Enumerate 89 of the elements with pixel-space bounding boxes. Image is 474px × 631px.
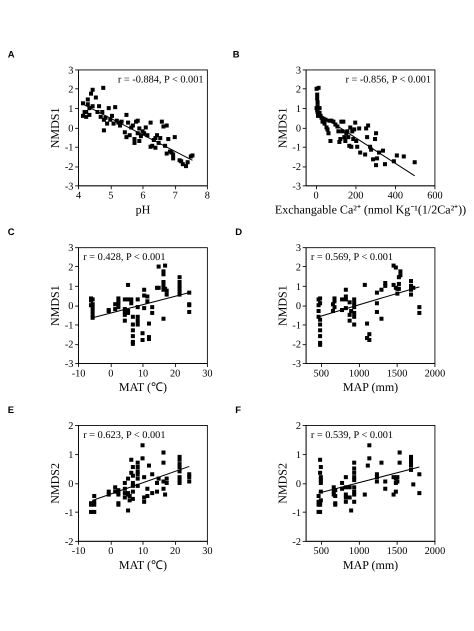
- x-tick-label: 20: [170, 368, 180, 380]
- y-tick-label: 1: [296, 450, 301, 461]
- y-axis-title: NMDS1: [48, 285, 62, 326]
- x-tick-label: 1000: [348, 368, 370, 380]
- x-tick-label: 200: [348, 190, 364, 202]
- y-tick-label: -1: [64, 142, 74, 154]
- y-tick-label: 3: [296, 65, 301, 76]
- x-tick-label: -10: [72, 546, 86, 558]
- y-tick-label: 1: [68, 282, 74, 293]
- y-tick-label: 3: [296, 243, 301, 254]
- x-axis-title: Exchangable Ca²⁺ (nmol Kg⁻¹(1/2Ca²⁺)): [274, 202, 466, 216]
- y-tick-label: 0: [296, 123, 301, 134]
- y-tick-label: -3: [292, 181, 301, 192]
- y-tick-label: 0: [296, 301, 301, 312]
- y-tick-label: -2: [64, 340, 74, 351]
- y-tick-label: 0: [68, 301, 74, 312]
- x-tick-label: 6: [140, 190, 146, 202]
- annotation: r = 0.428, P < 0.001: [83, 252, 166, 264]
- y-tick-label: 3: [68, 243, 74, 254]
- x-tick-label: 2000: [424, 368, 446, 380]
- y-tick-label: 3: [68, 65, 74, 76]
- annotation: r = -0.884, P < 0.001: [118, 74, 204, 86]
- y-tick-label: 1: [68, 450, 74, 461]
- y-tick-label: -3: [64, 181, 74, 192]
- y-tick-label: 0: [68, 478, 74, 490]
- y-axis-title: NMDS2: [275, 463, 290, 504]
- y-tick-label: 2: [296, 84, 301, 96]
- y-tick-label: 2: [296, 420, 301, 432]
- chart-title: E: [8, 404, 14, 416]
- y-tick-label: -2: [64, 162, 74, 173]
- x-tick-label: 500: [314, 368, 330, 380]
- y-tick-label: 0: [68, 123, 74, 134]
- x-axis-title: MAT (℃): [118, 380, 168, 394]
- y-tick-label: -2: [292, 162, 301, 173]
- chart-title: A: [8, 49, 15, 60]
- x-axis-title: MAP (mm): [342, 558, 398, 572]
- x-tick-label: 10: [138, 368, 148, 380]
- x-tick-label: 500: [314, 546, 330, 558]
- y-tick-label: -2: [64, 536, 74, 548]
- y-tick-label: -3: [292, 359, 301, 370]
- x-tick-label: 5: [108, 190, 114, 202]
- y-tick-label: 2: [68, 84, 74, 96]
- y-tick-label: 1: [296, 282, 301, 293]
- x-tick-label: 600: [427, 190, 443, 202]
- y-tick-label: 1: [68, 104, 74, 115]
- x-axis-title: MAP (mm): [342, 380, 398, 394]
- x-tick-label: 1500: [386, 368, 408, 380]
- x-tick-label: 4: [76, 190, 82, 202]
- chart-title: B: [232, 49, 240, 60]
- x-tick-label: 2000: [424, 546, 446, 558]
- y-axis-title: NMDS2: [48, 463, 62, 504]
- y-tick-label: 2: [296, 262, 301, 274]
- x-tick-label: 30: [202, 368, 213, 380]
- annotation: r = 0.539, P < 0.001: [310, 430, 394, 441]
- y-tick-label: -1: [292, 508, 301, 519]
- x-axis-title: MAT (℃): [118, 558, 168, 572]
- annotation: r = -0.856, P < 0.001: [345, 74, 432, 86]
- x-tick-label: 0: [108, 368, 114, 380]
- y-tick-label: -2: [292, 536, 301, 548]
- y-tick-label: -1: [64, 508, 74, 519]
- y-tick-label: 1: [296, 104, 301, 115]
- x-tick-label: -10: [72, 368, 86, 380]
- y-tick-label: 2: [68, 262, 74, 274]
- x-tick-label: 30: [202, 546, 213, 558]
- x-tick-label: 400: [388, 190, 404, 202]
- annotation: r = 0.623, P < 0.001: [83, 430, 166, 441]
- x-tick-label: 8: [204, 190, 210, 202]
- y-axis-title: NMDS1: [275, 285, 290, 326]
- x-tick-label: 0: [313, 190, 319, 202]
- x-tick-label: 20: [170, 546, 180, 558]
- x-tick-label: 10: [138, 546, 148, 558]
- chart-title: F: [235, 404, 242, 416]
- y-tick-label: -1: [292, 142, 301, 154]
- x-axis-title: pH: [136, 202, 151, 216]
- x-tick-label: 1000: [348, 546, 370, 558]
- y-axis-title: NMDS1: [48, 108, 62, 148]
- chart-title: C: [8, 227, 15, 238]
- y-tick-label: -1: [292, 320, 301, 332]
- y-tick-label: -2: [292, 340, 301, 351]
- y-axis-title: NMDS1: [275, 108, 290, 148]
- y-tick-label: -1: [64, 320, 74, 332]
- x-tick-label: 7: [172, 190, 178, 202]
- y-tick-label: 2: [68, 420, 74, 432]
- y-tick-label: -3: [64, 359, 74, 370]
- y-tick-label: 0: [296, 478, 301, 490]
- x-tick-label: 1500: [386, 546, 408, 558]
- annotation: r = 0.569, P < 0.001: [310, 252, 394, 264]
- x-tick-label: 0: [108, 546, 114, 558]
- chart-title: D: [235, 227, 242, 238]
